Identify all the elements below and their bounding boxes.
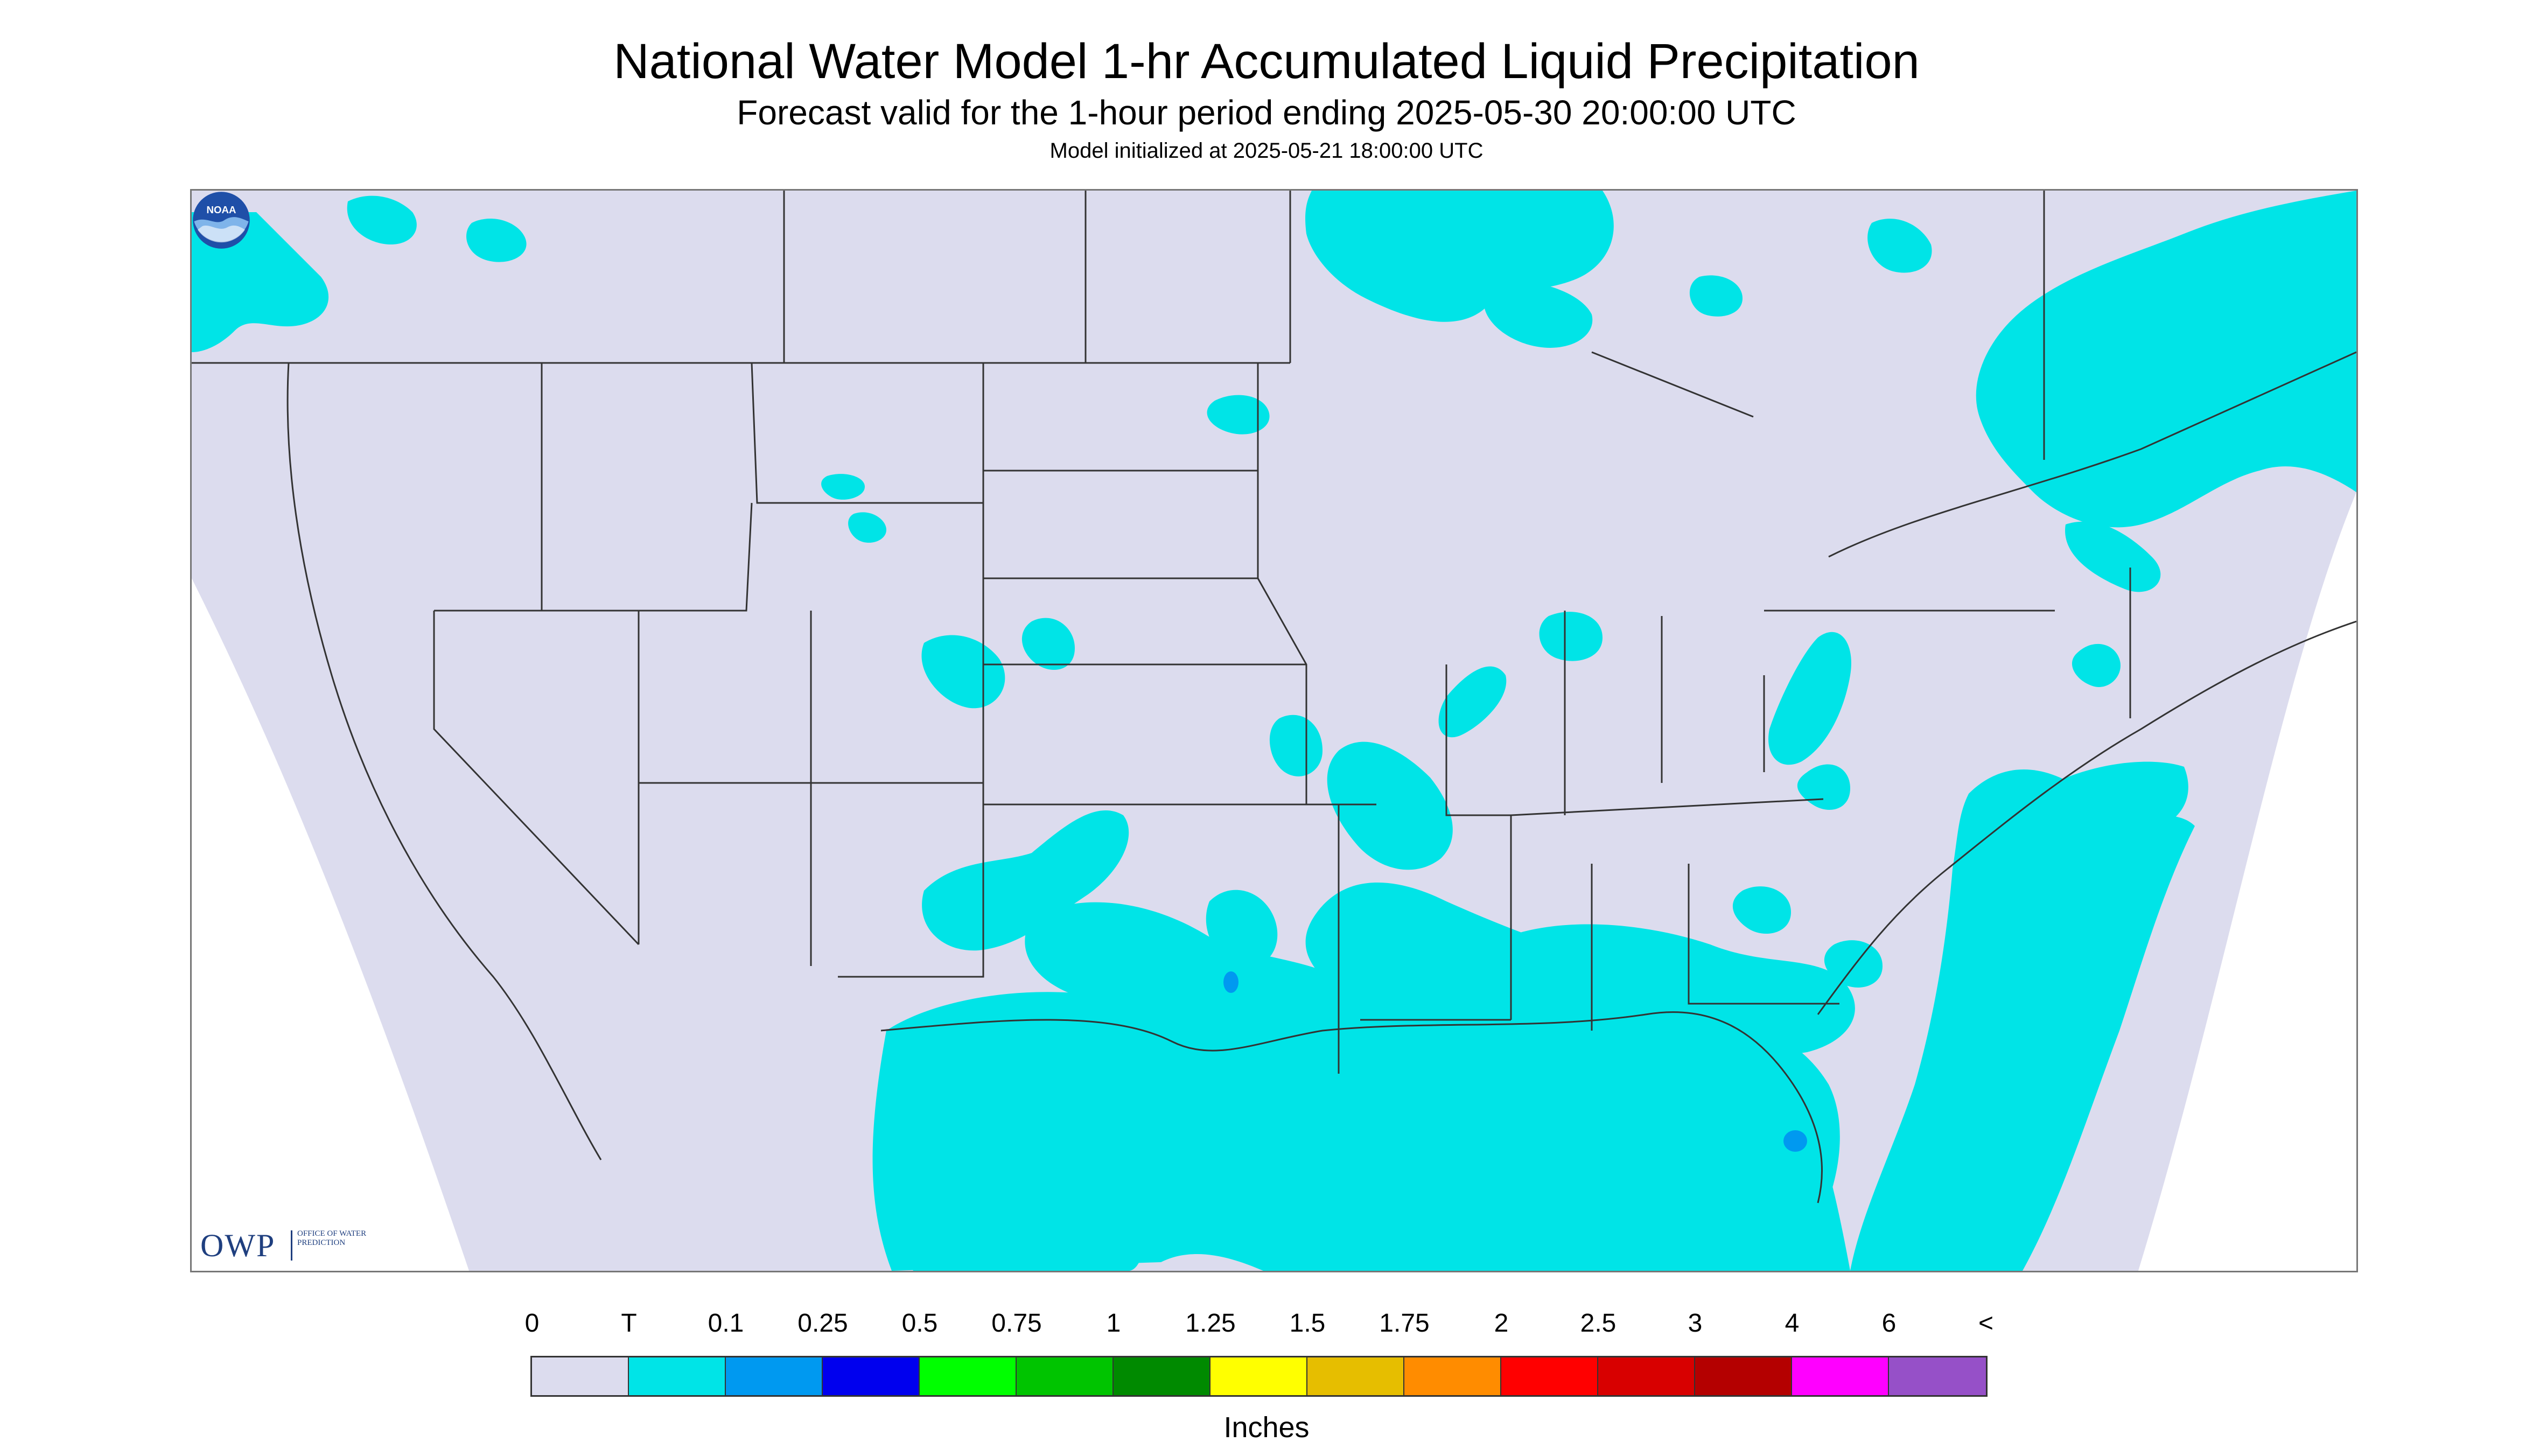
legend-tick-15: < xyxy=(1978,1309,1994,1338)
legend-tick-7: 1.25 xyxy=(1185,1309,1236,1338)
map-canvas xyxy=(192,191,2356,1271)
legend-tick-0: 0 xyxy=(524,1309,540,1338)
noaa-logo-text: NOAA xyxy=(206,204,236,215)
legend-tick-13: 4 xyxy=(1785,1309,1800,1338)
legend-swatch-10 xyxy=(1501,1357,1598,1395)
legend-swatch-13 xyxy=(1792,1357,1889,1395)
precip-light-areas xyxy=(1223,971,1807,1152)
map-subtitle: Forecast valid for the 1-hour period end… xyxy=(737,93,1796,132)
legend-tick-11: 2.5 xyxy=(1580,1309,1617,1338)
legend-tick-3: 0.25 xyxy=(797,1309,848,1338)
precip-trace-areas xyxy=(192,191,2356,1271)
legend-tick-14: 6 xyxy=(1881,1309,1897,1338)
legend-tick-8: 1.5 xyxy=(1289,1309,1326,1338)
legend-tick-5: 0.75 xyxy=(991,1309,1042,1338)
legend-swatch-1 xyxy=(629,1357,726,1395)
legend-swatch-6 xyxy=(1114,1357,1210,1395)
legend-swatch-14 xyxy=(1889,1357,1986,1395)
owp-logo-divider xyxy=(291,1230,292,1261)
color-legend xyxy=(530,1356,1988,1397)
owp-logo: OWP Office of Water Prediction xyxy=(200,1227,373,1265)
legend-swatch-12 xyxy=(1695,1357,1792,1395)
noaa-logo-icon: NOAA xyxy=(193,192,250,249)
legend-tick-12: 3 xyxy=(1688,1309,1703,1338)
legend-swatch-0 xyxy=(532,1357,629,1395)
coastline xyxy=(286,362,2356,1203)
legend-swatch-3 xyxy=(823,1357,920,1395)
map-title: National Water Model 1-hr Accumulated Li… xyxy=(613,34,1920,89)
legend-swatch-9 xyxy=(1404,1357,1501,1395)
legend-swatch-5 xyxy=(1017,1357,1114,1395)
legend-tick-2: 0.1 xyxy=(708,1309,744,1338)
legend-swatch-2 xyxy=(726,1357,823,1395)
legend-swatch-7 xyxy=(1210,1357,1307,1395)
owp-logo-text: Office of Water Prediction xyxy=(297,1229,367,1247)
legend-tick-4: 0.5 xyxy=(901,1309,938,1338)
legend-swatch-11 xyxy=(1598,1357,1695,1395)
legend-units: Inches xyxy=(1223,1411,1310,1444)
legend-tick-1: T xyxy=(621,1309,637,1338)
owp-logo-letters: OWP xyxy=(200,1228,276,1263)
model-init-time: Model initialized at 2025-05-21 18:00:00… xyxy=(1049,139,1484,163)
legend-tick-6: 1 xyxy=(1106,1309,1121,1338)
legend-swatch-4 xyxy=(920,1357,1017,1395)
legend-tick-10: 2 xyxy=(1494,1309,1509,1338)
precipitation-map: OWP Office of Water Prediction NOAA xyxy=(190,189,2358,1272)
boundary-lines xyxy=(192,191,2356,1074)
legend-tick-9: 1.75 xyxy=(1379,1309,1430,1338)
legend-swatch-8 xyxy=(1307,1357,1404,1395)
